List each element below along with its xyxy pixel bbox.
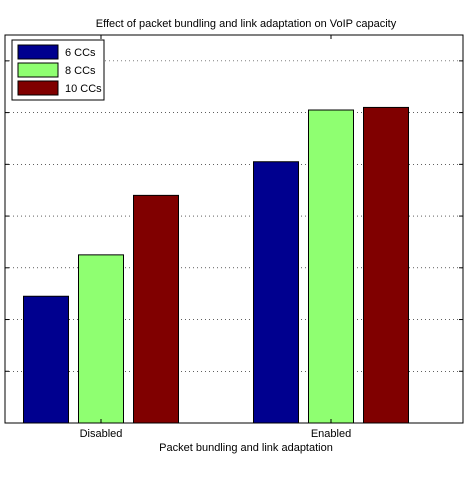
x-axis-label: Packet bundling and link adaptation <box>159 442 333 454</box>
bar-disabled-6-ccs <box>23 295 69 424</box>
bar-enabled-8-ccs <box>308 109 354 424</box>
chart-title: Effect of packet bundling and link adapt… <box>96 18 397 30</box>
legend-label: 6 CCs <box>65 47 96 59</box>
bars-layer <box>23 106 409 424</box>
legend: 6 CCs 8 CCs 10 CCs <box>11 39 105 101</box>
legend-label: 8 CCs <box>65 65 96 77</box>
bar-enabled-6-ccs <box>253 161 299 424</box>
bar-disabled-8-ccs <box>78 254 124 424</box>
legend-swatch <box>17 62 59 78</box>
bar-disabled-10-ccs <box>133 194 179 424</box>
bar-enabled-10-ccs <box>363 106 409 424</box>
x-tick-layer: Disabled Enabled <box>80 35 351 440</box>
legend-swatch <box>17 44 59 60</box>
legend-swatch <box>17 80 59 96</box>
x-tick-label: Disabled <box>80 428 123 440</box>
x-tick-label: Enabled <box>311 428 351 440</box>
legend-label: 10 CCs <box>65 83 102 95</box>
plot-area-border <box>4 34 464 424</box>
